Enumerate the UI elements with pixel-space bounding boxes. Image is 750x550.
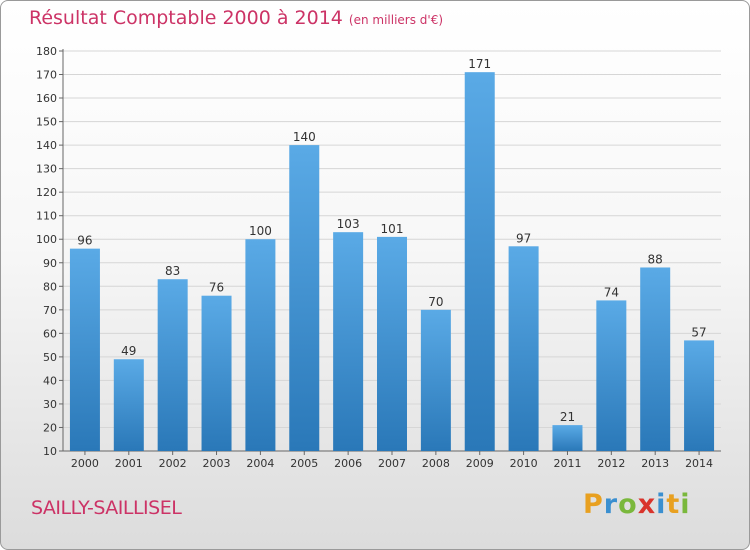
data-label: 76 xyxy=(209,281,224,295)
bar-2005 xyxy=(289,145,320,451)
y-tick-label: 110 xyxy=(36,210,57,223)
bar-2004 xyxy=(245,239,276,451)
x-tick-label: 2003 xyxy=(203,457,231,470)
data-label: 70 xyxy=(428,295,443,309)
bar-2002 xyxy=(157,279,188,451)
data-label: 88 xyxy=(648,252,663,266)
y-tick-label: 170 xyxy=(36,69,57,82)
y-tick-label: 150 xyxy=(36,116,57,129)
y-tick-label: 120 xyxy=(36,186,57,199)
chart-subtitle: (en milliers d'€) xyxy=(348,13,444,27)
y-tick-label: 160 xyxy=(36,92,57,105)
y-tick-label: 80 xyxy=(43,280,57,293)
label-layer: 96 49 83 76 100 140 103 101 70 171 97 21 74 88 57 xyxy=(77,57,706,424)
y-tick-label: 20 xyxy=(43,421,57,434)
logo-letter: P xyxy=(583,489,604,520)
data-label: 97 xyxy=(516,231,531,245)
logo-letter: x xyxy=(637,489,657,520)
y-tick-label: 30 xyxy=(43,398,57,411)
data-label: 74 xyxy=(604,285,619,299)
y-tick-label: 90 xyxy=(43,257,57,270)
x-tick-label: 2014 xyxy=(685,457,713,470)
bar-2014 xyxy=(684,340,715,451)
y-tick-label: 70 xyxy=(43,304,57,317)
bar-2009 xyxy=(464,72,495,452)
y-tick-label: 130 xyxy=(36,163,57,176)
chart-title-text: Résultat Comptable 2000 à 2014 xyxy=(29,7,343,29)
y-tick-label: 50 xyxy=(43,351,57,364)
data-label: 103 xyxy=(337,217,360,231)
bar-2007 xyxy=(377,236,407,451)
x-tick-label: 2012 xyxy=(597,457,625,470)
x-tick-label: 2001 xyxy=(115,457,143,470)
x-tick-label: 2010 xyxy=(510,457,538,470)
commune-name: SAILLY-SAILLISEL xyxy=(31,497,182,519)
data-label: 21 xyxy=(560,410,575,424)
data-label: 100 xyxy=(249,224,272,238)
x-tick-label: 2008 xyxy=(422,457,450,470)
y-tick-label: 100 xyxy=(36,233,57,246)
data-label: 171 xyxy=(468,57,491,71)
x-tick-label: 2007 xyxy=(378,457,406,470)
y-tick-label: 180 xyxy=(36,45,57,58)
bar-2008 xyxy=(420,309,451,451)
bar-2012 xyxy=(596,300,627,451)
x-tick-label: 2002 xyxy=(159,457,187,470)
bar-2003 xyxy=(201,295,232,451)
y-tick-label: 40 xyxy=(43,374,57,387)
y-tick-label: 60 xyxy=(43,327,57,340)
data-label: 96 xyxy=(77,234,92,248)
data-label: 83 xyxy=(165,264,180,278)
bar-2013 xyxy=(640,267,671,451)
x-tick-label: 2011 xyxy=(553,457,581,470)
x-tick-label: 2006 xyxy=(334,457,362,470)
x-tick-label: 2009 xyxy=(466,457,494,470)
x-tick-label: 2005 xyxy=(290,457,318,470)
bar-2011 xyxy=(552,425,583,451)
data-label: 101 xyxy=(381,222,404,236)
proxiti-logo[interactable]: Proxiti xyxy=(583,489,691,520)
data-label: 57 xyxy=(691,325,706,339)
bar-2001 xyxy=(113,359,144,451)
logo-letter: r xyxy=(603,489,619,520)
y-tick-label: 10 xyxy=(43,445,57,458)
bar-2000 xyxy=(69,248,100,451)
data-label: 49 xyxy=(121,344,136,358)
bar-layer xyxy=(69,72,715,452)
axis-layer: 10 20 30 40 50 60 70 80 90 100 110 120 130 140 150 160 1… xyxy=(36,45,721,470)
logo-letter: i xyxy=(680,489,691,520)
logo-letter: o xyxy=(618,489,638,520)
data-label: 140 xyxy=(293,130,316,144)
x-tick-label: 2013 xyxy=(641,457,669,470)
bar-2010 xyxy=(508,246,539,451)
chart-title: Résultat Comptable 2000 à 2014 (en millie… xyxy=(29,7,443,29)
x-tick-label: 2004 xyxy=(246,457,274,470)
logo-letter: t xyxy=(666,489,681,520)
bar-2006 xyxy=(333,232,364,451)
y-tick-label: 140 xyxy=(36,139,57,152)
logo-letter: i xyxy=(656,489,667,520)
x-tick-label: 2000 xyxy=(71,457,99,470)
